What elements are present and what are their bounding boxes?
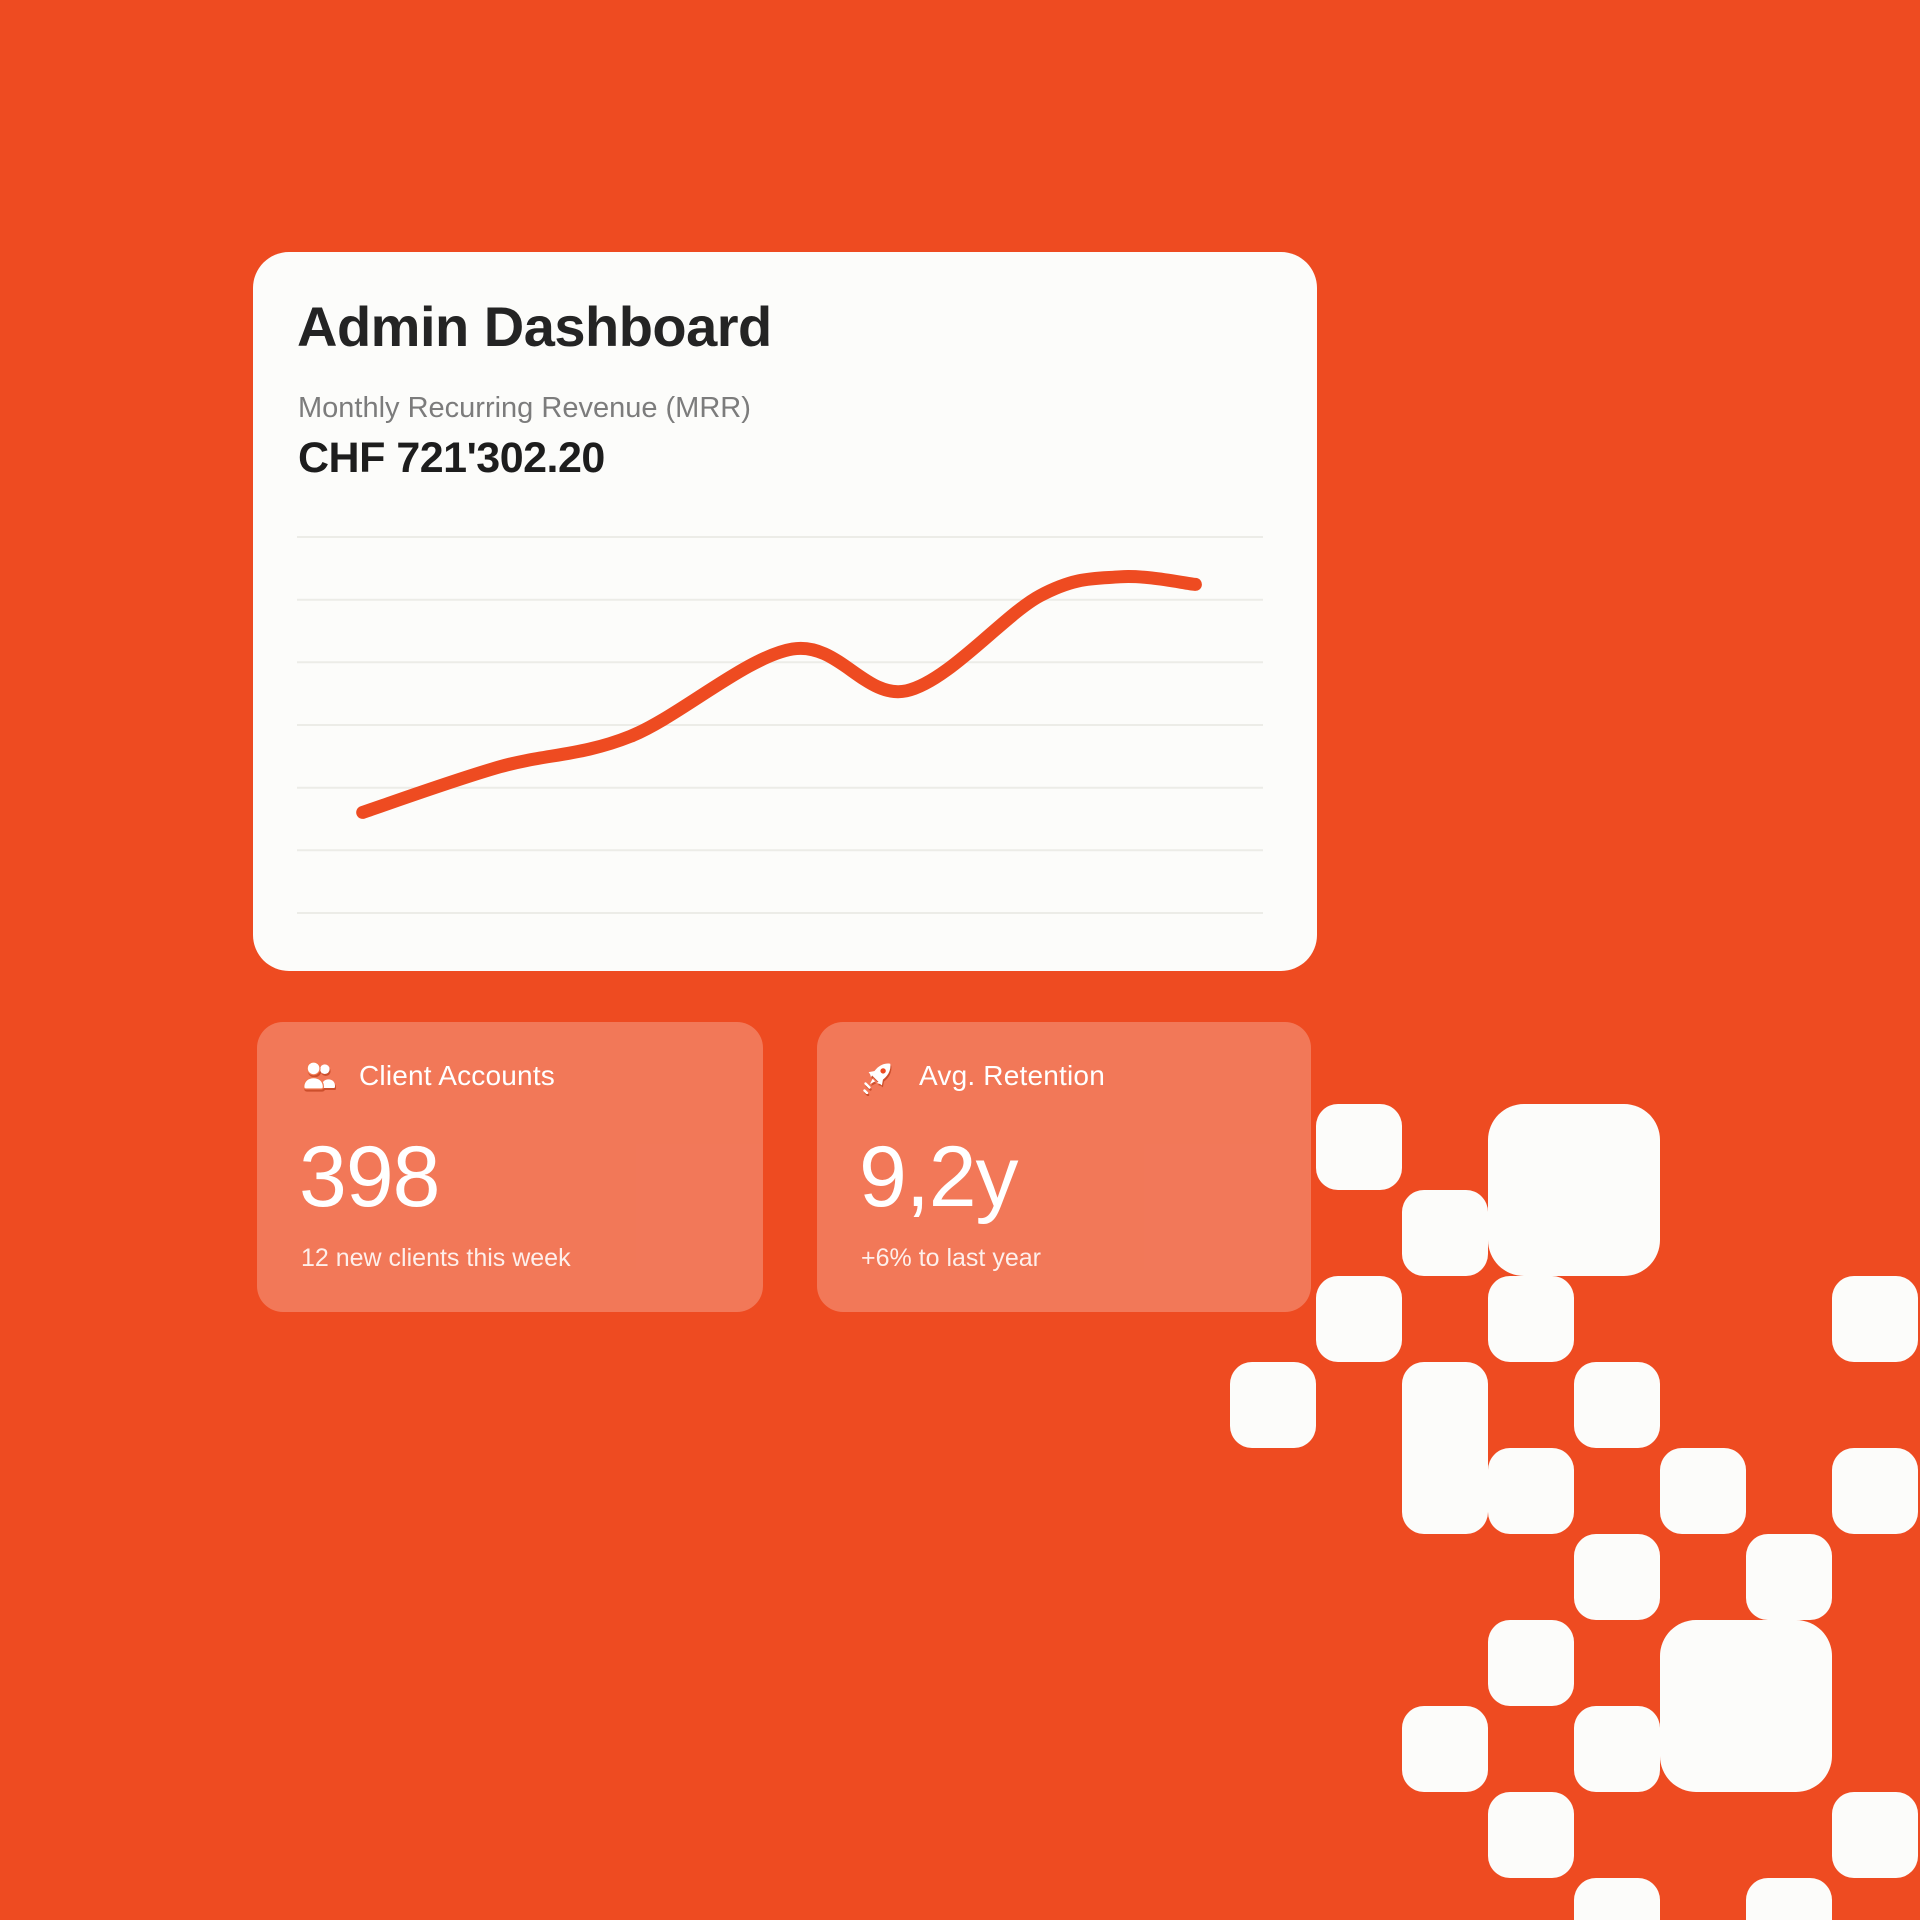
client-accounts-card: Client Accounts 398 12 new clients this …	[257, 1022, 763, 1312]
pixel-cell	[1660, 1620, 1832, 1792]
pixel-cell	[1832, 1792, 1918, 1878]
pixel-cell	[1488, 1104, 1660, 1276]
avg-retention-card: Avg. Retention 9,2y +6% to last year	[817, 1022, 1311, 1312]
pixel-cell	[1488, 1276, 1574, 1362]
pixel-cell	[1832, 1448, 1918, 1534]
pixel-cell	[1574, 1534, 1660, 1620]
pixel-cell	[1746, 1534, 1832, 1620]
pixel-cell	[1316, 1276, 1402, 1362]
pixel-cell	[1574, 1878, 1660, 1920]
pixel-cell	[1402, 1190, 1488, 1276]
mrr-value: CHF 721'302.20	[298, 434, 605, 482]
avg-retention-header: Avg. Retention	[861, 1058, 1105, 1094]
client-accounts-value: 398	[299, 1129, 440, 1225]
chart-gridlines	[297, 536, 1263, 914]
client-accounts-label: Client Accounts	[359, 1060, 555, 1091]
pixel-cell	[1488, 1792, 1574, 1878]
pixel-cell	[1574, 1706, 1660, 1792]
chart-canvas	[297, 536, 1263, 914]
mrr-line-chart	[297, 535, 1263, 915]
mrr-card: Admin Dashboard Monthly Recurring Revenu…	[253, 252, 1317, 971]
users-icon	[303, 1061, 335, 1090]
pixel-cell	[1316, 1104, 1402, 1190]
mrr-label: Monthly Recurring Revenue (MRR)	[298, 392, 751, 424]
rocket-icon	[863, 1063, 891, 1094]
pixel-cell	[1660, 1448, 1746, 1534]
avg-retention-label: Avg. Retention	[919, 1060, 1105, 1091]
client-accounts-caption: 12 new clients this week	[301, 1244, 571, 1272]
page-title: Admin Dashboard	[297, 295, 772, 358]
avg-retention-value: 9,2y	[859, 1129, 1019, 1225]
pixel-cell	[1230, 1362, 1316, 1448]
pixel-cell	[1488, 1448, 1574, 1534]
chart-line-series	[356, 570, 1202, 819]
pixel-cell	[1832, 1276, 1918, 1362]
pixel-cell	[1402, 1362, 1488, 1534]
avg-retention-caption: +6% to last year	[861, 1244, 1041, 1272]
pixel-cell	[1402, 1706, 1488, 1792]
client-accounts-header: Client Accounts	[301, 1058, 555, 1094]
pixel-cell	[1574, 1362, 1660, 1448]
pixel-cell	[1488, 1620, 1574, 1706]
pixel-cell	[1746, 1878, 1832, 1920]
